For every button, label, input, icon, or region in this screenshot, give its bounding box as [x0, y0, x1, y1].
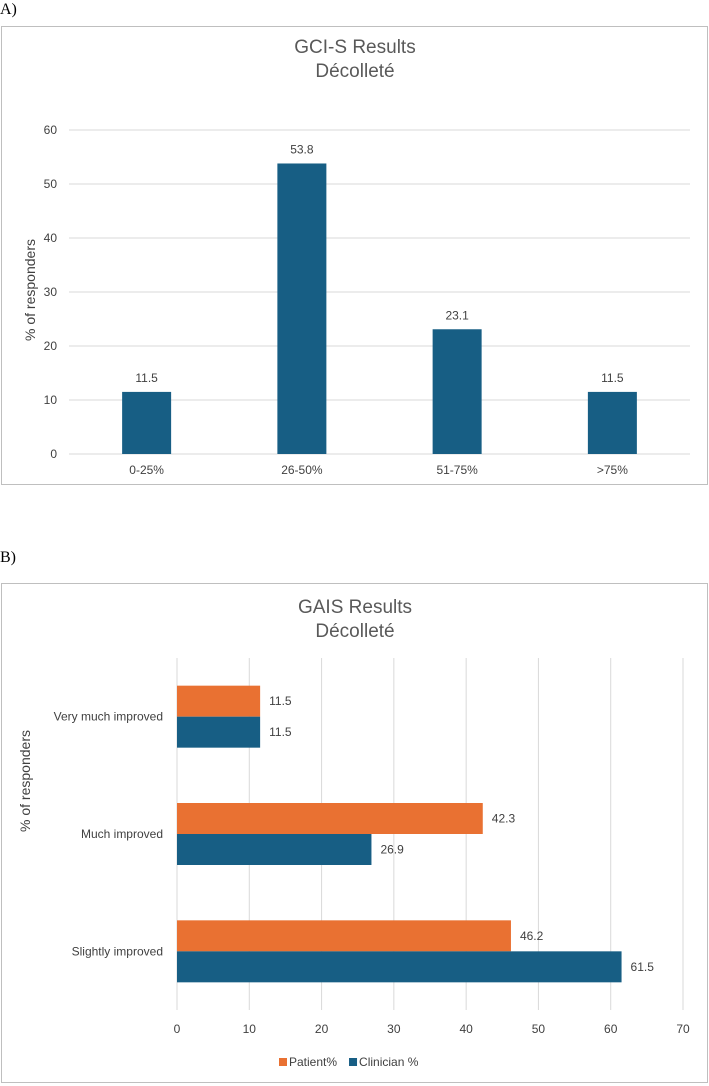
chart-b-data-label: 42.3 — [492, 812, 516, 826]
chart-a-category-label: 51-75% — [436, 463, 478, 477]
chart-a-data-label: 53.8 — [290, 142, 314, 156]
chart-b-category-label: Slightly improved — [72, 944, 163, 958]
chart-a-svg: GCI-S Results Décolleté % of responders … — [22, 37, 690, 477]
chart-b-data-label: 46.2 — [520, 929, 544, 943]
panel-label-b: B) — [0, 549, 16, 566]
chart-a-bar — [587, 391, 637, 454]
chart-b-bar — [177, 716, 261, 748]
chart-b-xtick-label: 20 — [315, 1022, 329, 1036]
chart-a-data-label: 23.1 — [445, 308, 469, 322]
chart-b-xtick-label: 50 — [532, 1022, 546, 1036]
chart-a-category-label: >75% — [597, 463, 628, 477]
chart-b-legend-label: Clinician % — [359, 1055, 419, 1069]
chart-b-data-label: 26.9 — [380, 843, 404, 857]
panel-label-a: A) — [0, 1, 17, 18]
chart-b-data-label: 11.5 — [269, 694, 292, 708]
chart-a-data-label: 11.5 — [135, 371, 158, 385]
chart-a-ytick-label: 50 — [44, 177, 58, 191]
chart-b-xtick-label: 30 — [387, 1022, 401, 1036]
chart-a-bar — [432, 329, 482, 454]
chart-b-title-line-2: Décolleté — [315, 621, 394, 642]
chart-b-xtick-label: 40 — [459, 1022, 473, 1036]
chart-b-xtick-label: 70 — [676, 1022, 690, 1036]
chart-b-bar — [177, 834, 372, 865]
chart-b-bar — [177, 685, 261, 717]
chart-b-xtick-label: 60 — [604, 1022, 618, 1036]
chart-b-bar — [177, 803, 483, 834]
chart-b-data-label: 61.5 — [631, 960, 655, 974]
chart-a-ytick-label: 40 — [44, 231, 58, 245]
chart-a-category-label: 26-50% — [281, 463, 323, 477]
chart-a-ytick-label: 20 — [44, 339, 58, 353]
chart-a-bar — [122, 391, 172, 454]
chart-a-title-line-1: GCI-S Results — [294, 37, 415, 58]
chart-a-ytick-label: 30 — [44, 285, 58, 299]
chart-b-xtick-label: 0 — [174, 1022, 181, 1036]
chart-a-bar — [277, 163, 327, 455]
chart-a-ytick-label: 0 — [50, 447, 57, 461]
chart-b-ylabel: % of responders — [17, 730, 33, 832]
chart-b-svg: GAIS Results Décolleté % of responders 0… — [17, 597, 690, 1069]
chart-a-ylabel: % of responders — [22, 239, 38, 341]
chart-b-legend-swatch — [279, 1058, 287, 1066]
chart-a-ytick-label: 60 — [44, 123, 58, 137]
chart-b-bar — [177, 951, 622, 983]
chart-b-data-label: 11.5 — [269, 725, 292, 739]
chart-b-xtick-label: 10 — [243, 1022, 257, 1036]
chart-a-ytick-label: 10 — [44, 393, 58, 407]
chart-b-title-line-1: GAIS Results — [298, 597, 412, 618]
chart-a-title-line-2: Décolleté — [315, 61, 394, 82]
chart-a-frame: GCI-S Results Décolleté % of responders … — [1, 26, 708, 485]
chart-b-category-label: Very much improved — [54, 710, 163, 724]
chart-a-category-label: 0-25% — [129, 463, 164, 477]
chart-b-frame: GAIS Results Décolleté % of responders 0… — [1, 583, 708, 1083]
chart-b-legend-swatch — [349, 1058, 358, 1066]
chart-b-bar — [177, 920, 511, 952]
chart-a-data-label: 11.5 — [601, 371, 624, 385]
chart-b-legend-label: Patient% — [289, 1055, 337, 1069]
chart-b-category-label: Much improved — [81, 827, 163, 841]
